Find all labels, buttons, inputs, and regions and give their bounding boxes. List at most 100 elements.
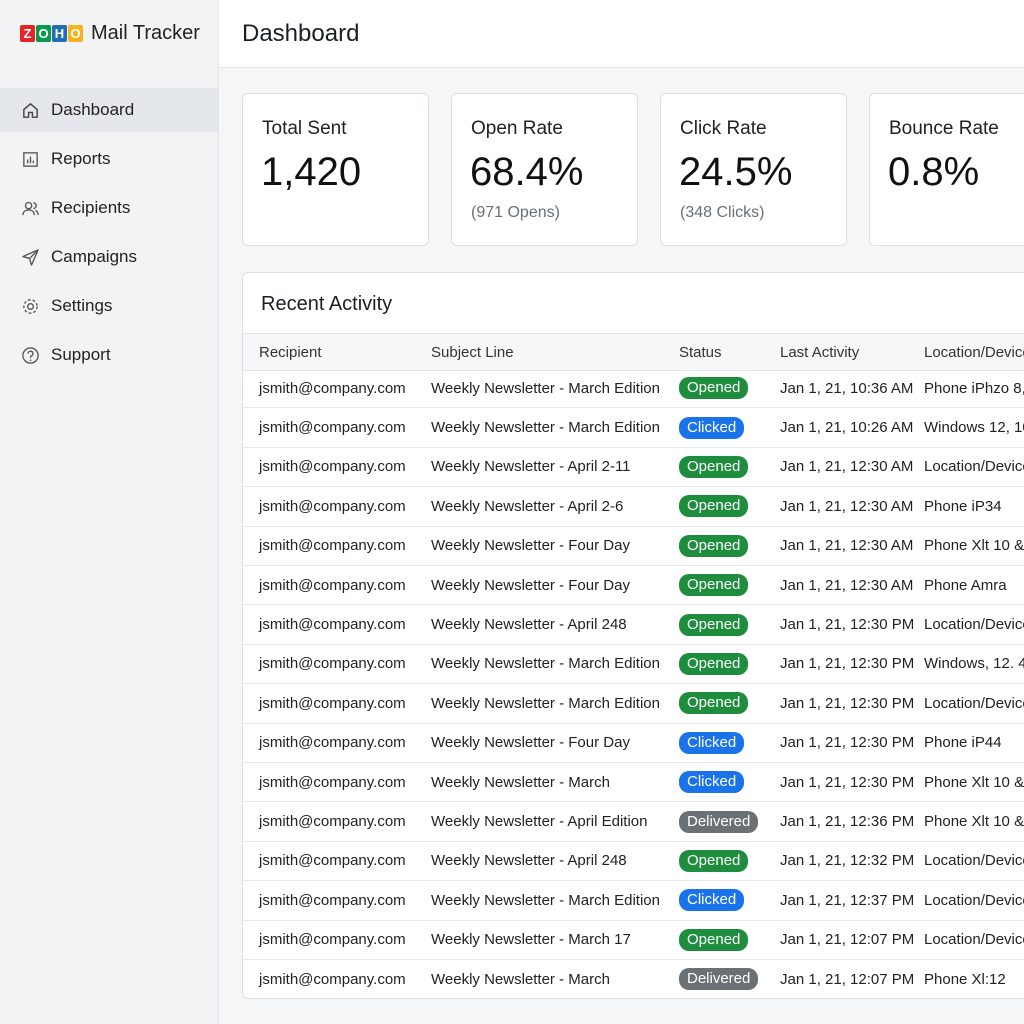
status-cell: Clicked: [679, 763, 745, 801]
table-cell: Weekly Newsletter - March: [431, 970, 610, 988]
status-cell: Delivered: [679, 960, 759, 998]
status-cell: Opened: [679, 605, 749, 643]
table-cell: Jan 1, 21, 12:32 PM: [780, 852, 915, 870]
table-cell: Weekly Newsletter - March: [431, 773, 610, 791]
table-cell: Jan 1, 21, 12:30 PM: [780, 773, 915, 791]
table-row: jsmith@company.com Weekly Newsletter - Fo…: [243, 527, 1024, 566]
stat-label: Bounce Rate: [889, 118, 999, 139]
stat-card: Click Rate 24.5% (348 Clicks): [660, 93, 847, 246]
top-bar: Dashboard: [219, 0, 1024, 68]
table-cell: jsmith@company.com: [259, 458, 406, 476]
table-cell: jsmith@company.com: [259, 497, 406, 515]
table-cell: jsmith@company.com: [259, 694, 406, 712]
table-cell: Weekly Newsletter - April Edition: [431, 813, 648, 831]
table-cell: jsmith@company.com: [259, 655, 406, 673]
status-badge: Opened: [679, 455, 749, 478]
icon-settings: [23, 298, 38, 314]
nav-item[interactable]: Settings: [0, 284, 218, 328]
table-cell: Jan 1, 21, 10:26 AM: [780, 419, 914, 437]
stat-value: 0.8%: [888, 150, 980, 194]
table-cell: jsmith@company.com: [259, 813, 406, 831]
table-cell: jsmith@company.com: [259, 931, 406, 949]
icon-home: [23, 102, 38, 118]
status-cell: Delivered: [679, 802, 759, 840]
stat-value: 24.5%: [679, 150, 793, 194]
stat-card: Bounce Rate 0.8%: [869, 93, 1024, 246]
table-row: jsmith@company.com Weekly Newsletter - Ma…: [243, 960, 1024, 998]
status-cell: Opened: [679, 487, 749, 525]
nav-label: Campaigns: [51, 247, 137, 266]
table-cell: jsmith@company.com: [259, 537, 406, 555]
table-cell: Jan 1, 21, 12:30 AM: [780, 458, 914, 476]
status-badge: Opened: [679, 613, 749, 636]
status-cell: Opened: [679, 527, 749, 565]
nav-label: Settings: [51, 296, 113, 315]
status-badge: Clicked: [679, 416, 745, 439]
nav-item[interactable]: Recipients: [0, 186, 218, 230]
table-cell: jsmith@company.com: [259, 773, 406, 791]
table-row: jsmith@company.com Weekly Newsletter - Ap…: [243, 842, 1024, 882]
table-cell: Phone iP34: [924, 497, 1002, 515]
table-cell: Phone Xl:12: [924, 970, 1006, 988]
status-badge: Clicked: [679, 771, 745, 794]
table-cell: Weekly Newsletter - March Edition: [431, 379, 660, 397]
status-badge: Opened: [679, 495, 749, 518]
table-row: jsmith@company.com Weekly Newsletter - Ma…: [243, 763, 1024, 803]
column-header: Location/Device: [924, 343, 1024, 361]
page-title: Dashboard: [242, 20, 360, 47]
table-cell: Weekly Newsletter - Four Day: [431, 576, 630, 594]
nav-label: Recipients: [51, 198, 131, 217]
column-header: Status: [679, 343, 722, 361]
stat-value: 68.4%: [470, 150, 584, 194]
table-cell: Weekly Newsletter - Four Day: [431, 734, 630, 752]
nav-item[interactable]: Reports: [0, 137, 218, 181]
table-cell: Weekly Newsletter - April 2-6: [431, 497, 624, 515]
table-row: jsmith@company.com Weekly Newsletter - Ap…: [243, 605, 1024, 645]
table-cell: Weekly Newsletter - March 17: [431, 931, 631, 949]
table-cell: Weekly Newsletter - April 248: [431, 852, 627, 870]
table-cell: Jan 1, 21, 12:30 PM: [780, 734, 915, 752]
table-cell: Windows, 12. 4: [924, 655, 1024, 673]
table-row: jsmith@company.com Weekly Newsletter - Ma…: [243, 408, 1024, 448]
nav-item[interactable]: Campaigns: [0, 235, 218, 279]
table-row: jsmith@company.com Weekly Newsletter - Ap…: [243, 487, 1024, 527]
table-cell: jsmith@company.com: [259, 734, 406, 752]
table-cell: Phone iPhzo 8, 1: [924, 379, 1024, 397]
stat-label: Total Sent: [262, 118, 347, 139]
status-badge: Opened: [679, 692, 749, 715]
table-cell: Jan 1, 21, 12:36 PM: [780, 813, 915, 831]
table-row: jsmith@company.com Weekly Newsletter - Ma…: [243, 921, 1024, 960]
status-cell: Opened: [679, 369, 749, 407]
nav-label: Dashboard: [51, 100, 135, 119]
table-row: jsmith@company.com Weekly Newsletter - Ma…: [243, 369, 1024, 409]
table-cell: Jan 1, 21, 12:07 PM: [780, 931, 915, 949]
table-row: jsmith@company.com Weekly Newsletter - Ma…: [243, 881, 1024, 921]
icon-support: [22, 346, 39, 364]
status-cell: Clicked: [679, 724, 745, 762]
table-cell: Phone iP44: [924, 734, 1002, 752]
table-cell: jsmith@company.com: [259, 616, 406, 634]
nav-item[interactable]: Support: [0, 333, 218, 377]
icon-recipients: [22, 201, 39, 215]
status-cell: Opened: [679, 645, 749, 683]
status-badge: Opened: [679, 928, 749, 951]
nav-label: Reports: [51, 149, 111, 168]
status-badge: Opened: [679, 652, 749, 675]
table-cell: Windows 12, 10-: [924, 419, 1024, 437]
status-cell: Opened: [679, 684, 749, 722]
table-cell: jsmith@company.com: [259, 379, 406, 397]
status-badge: Clicked: [679, 731, 745, 754]
panel-title: Recent Activity: [261, 293, 393, 315]
nav-item[interactable]: Dashboard: [0, 88, 218, 132]
table-row: jsmith@company.com Weekly Newsletter - Ma…: [243, 684, 1024, 724]
table-cell: Jan 1, 21, 12:30 PM: [780, 616, 915, 634]
table-row: jsmith@company.com Weekly Newsletter - Ap…: [243, 802, 1024, 842]
status-badge: Clicked: [679, 889, 745, 912]
stat-sub: (348 Clicks): [680, 204, 765, 221]
status-badge: Delivered: [679, 810, 759, 833]
table-cell: Location/Device: [924, 891, 1024, 909]
table-cell: Weekly Newsletter - April 2-11: [431, 458, 631, 476]
table-cell: jsmith@company.com: [259, 891, 406, 909]
column-header: Recipient: [259, 343, 322, 361]
